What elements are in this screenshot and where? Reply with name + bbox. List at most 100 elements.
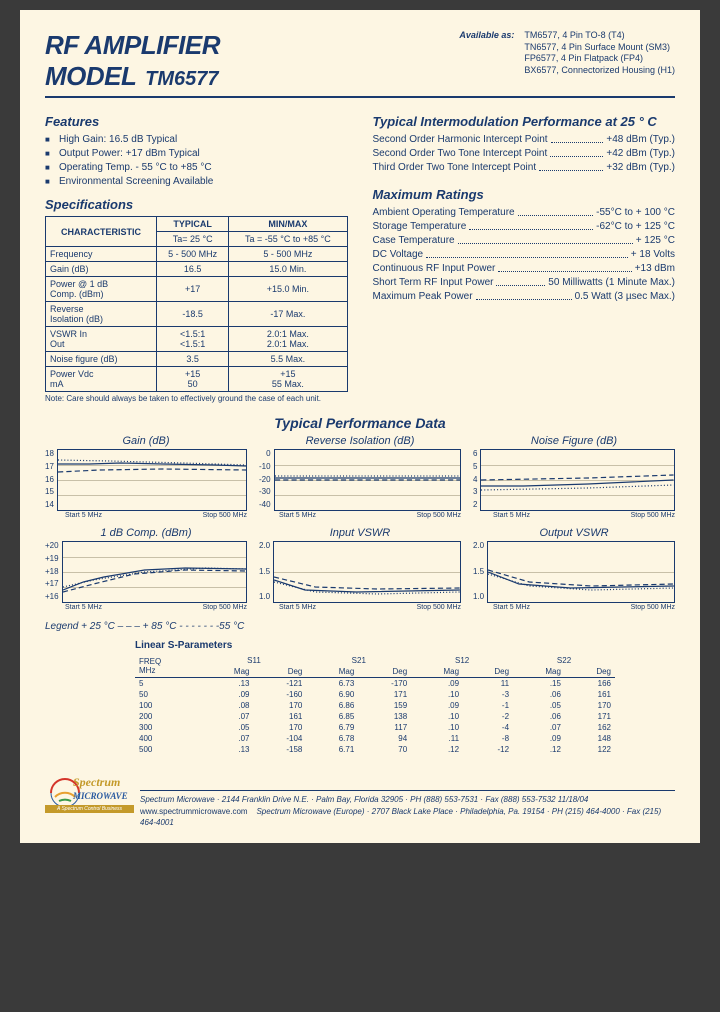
xstop: Stop 500 MHz bbox=[631, 512, 675, 519]
right-column: Typical Intermodulation Performance at 2… bbox=[373, 108, 676, 403]
sparam-head-row: MagDegMagDegMagDegMagDeg bbox=[135, 666, 615, 678]
sparam-head-freq: FREQ MHz bbox=[135, 655, 202, 678]
xstart: Start 5 MHz bbox=[279, 512, 316, 519]
xstop: Stop 500 MHz bbox=[203, 604, 247, 611]
title-line2: MODEL bbox=[45, 61, 136, 91]
sparam-row: 50.09-1606.90171.10-3.06161 bbox=[135, 689, 615, 700]
chart-title: Input VSWR bbox=[259, 527, 461, 539]
legend: Legend + 25 °C – – – + 85 °C - - - - - -… bbox=[45, 621, 675, 632]
spec-typ: 5 - 500 MHz bbox=[156, 247, 228, 262]
kv-value: +42 dBm (Typ.) bbox=[606, 147, 675, 161]
spec-head-mm: MIN/MAX bbox=[229, 217, 347, 232]
ytick: +18 bbox=[45, 567, 59, 576]
kv-value: 50 Milliwatts (1 Minute Max.) bbox=[548, 276, 675, 290]
sparam-val: 122 bbox=[565, 744, 615, 755]
ytick: 2.0 bbox=[473, 541, 484, 550]
sparam-title: Linear S-Parameters bbox=[135, 640, 675, 651]
xstart: Start 5 MHz bbox=[493, 512, 530, 519]
spec-char: Power @ 1 dB Comp. (dBm) bbox=[46, 277, 157, 302]
feature-item: Operating Temp. - 55 °C to +85 °C bbox=[45, 161, 348, 175]
kv-label: DC Voltage bbox=[373, 248, 424, 262]
chart-yaxis: +20+19+18+17+16 bbox=[45, 541, 62, 601]
spec-typ: 16.5 bbox=[156, 262, 228, 277]
sparam-freq: 500 bbox=[135, 744, 202, 755]
sparam-val: 170 bbox=[565, 700, 615, 711]
ytick: 1.0 bbox=[259, 592, 270, 601]
sparam-val: 6.86 bbox=[306, 700, 358, 711]
sparam-row: 5.13-1216.73-170.0911.15166 bbox=[135, 678, 615, 690]
xstart: Start 5 MHz bbox=[65, 512, 102, 519]
sparam-sub: Deg bbox=[565, 666, 615, 678]
sparam-val: 170 bbox=[253, 700, 306, 711]
kv-label: Maximum Peak Power bbox=[373, 290, 473, 304]
spec-char: VSWR In Out bbox=[46, 327, 157, 352]
spec-mm: 5.5 Max. bbox=[229, 352, 347, 367]
sparam-val: .09 bbox=[411, 678, 463, 690]
spec-char: Power Vdc mA bbox=[46, 367, 157, 392]
kv-row: Ambient Operating Temperature-55°C to + … bbox=[373, 206, 676, 220]
spec-row: VSWR In Out<1.5:1 <1.5:12.0:1 Max. 2.0:1… bbox=[46, 327, 348, 352]
spec-typ: +15 50 bbox=[156, 367, 228, 392]
footer-rule bbox=[140, 790, 675, 791]
intermod-title: Typical Intermodulation Performance at 2… bbox=[373, 114, 676, 129]
sparam-sub: Deg bbox=[253, 666, 306, 678]
sparam-val: .13 bbox=[202, 678, 254, 690]
chart: Output VSWR2.01.51.0Start 5 MHzStop 500 … bbox=[473, 527, 675, 611]
chart-svg bbox=[274, 542, 460, 602]
sparam-sub: Deg bbox=[463, 666, 513, 678]
kv-row: Maximum Peak Power 0.5 Watt (3 µsec Max.) bbox=[373, 290, 676, 304]
footer-url: www.spectrummicrowave.com bbox=[140, 807, 248, 816]
sparam-val: 170 bbox=[253, 722, 306, 733]
xstop: Stop 500 MHz bbox=[417, 512, 461, 519]
chart-yaxis: 1817161514 bbox=[45, 449, 57, 509]
kv-label: Continuous RF Input Power bbox=[373, 262, 496, 276]
sparam-val: .05 bbox=[513, 700, 565, 711]
ytick: -10 bbox=[259, 462, 271, 471]
chart-title: Output VSWR bbox=[473, 527, 675, 539]
available-as: Available as: TM6577, 4 Pin TO-8 (T4) TN… bbox=[459, 30, 675, 77]
spec-head-char: CHARACTERISTIC bbox=[46, 217, 157, 247]
ytick: +19 bbox=[45, 554, 59, 563]
kv-row: Case Temperature+ 125 °C bbox=[373, 234, 676, 248]
ytick: 6 bbox=[473, 449, 477, 458]
sparam-row: 300.051706.79117.10-4.07162 bbox=[135, 722, 615, 733]
sparam-val: .09 bbox=[513, 733, 565, 744]
kv-row: Continuous RF Input Power +13 dBm bbox=[373, 262, 676, 276]
sparam-val: 148 bbox=[565, 733, 615, 744]
chart-svg bbox=[275, 450, 460, 510]
spec-row: Reverse Isolation (dB)-18.5-17 Max. bbox=[46, 302, 348, 327]
trace-dash bbox=[274, 577, 460, 589]
sparam-freq: 400 bbox=[135, 733, 202, 744]
chart-body: 1817161514 bbox=[45, 449, 247, 511]
chart: 1 dB Comp. (dBm)+20+19+18+17+16Start 5 M… bbox=[45, 527, 247, 611]
logo-text-top: Spectrum bbox=[73, 775, 120, 790]
sparam-val: .07 bbox=[202, 711, 254, 722]
kv-dots bbox=[518, 206, 594, 216]
chart-title: Noise Figure (dB) bbox=[473, 435, 675, 447]
sparam-val: .06 bbox=[513, 711, 565, 722]
kv-value: 0.5 Watt (3 µsec Max.) bbox=[575, 290, 675, 304]
ytick: 18 bbox=[45, 449, 54, 458]
kv-row: DC Voltage+ 18 Volts bbox=[373, 248, 676, 262]
sparam-val: -121 bbox=[253, 678, 306, 690]
sparam-val: 171 bbox=[565, 711, 615, 722]
sparam-val: 171 bbox=[358, 689, 411, 700]
ytick: 1.5 bbox=[259, 567, 270, 576]
chart-title: Gain (dB) bbox=[45, 435, 247, 447]
chart-xaxis: Start 5 MHzStop 500 MHz bbox=[45, 604, 247, 611]
sparam-head-row: FREQ MHzS11S21S12S22 bbox=[135, 655, 615, 666]
spec-head-typ-sub: Ta= 25 °C bbox=[156, 232, 228, 247]
sparam-val: 166 bbox=[565, 678, 615, 690]
ytick: 2 bbox=[473, 500, 477, 509]
spec-row: Gain (dB)16.515.0 Min. bbox=[46, 262, 348, 277]
ytick: 16 bbox=[45, 475, 54, 484]
sparam-row: 200.071616.85138.10-2.06171 bbox=[135, 711, 615, 722]
kv-row: Second Order Two Tone Intercept Point+42… bbox=[373, 147, 676, 161]
sparam-sub: Deg bbox=[358, 666, 411, 678]
sparam-freq: 50 bbox=[135, 689, 202, 700]
kv-value: +13 dBm bbox=[635, 262, 675, 276]
chart-xaxis: Start 5 MHzStop 500 MHz bbox=[45, 512, 247, 519]
chart-yaxis: 2.01.51.0 bbox=[473, 541, 487, 601]
chart-plot bbox=[273, 541, 461, 603]
sparam-val: -170 bbox=[358, 678, 411, 690]
